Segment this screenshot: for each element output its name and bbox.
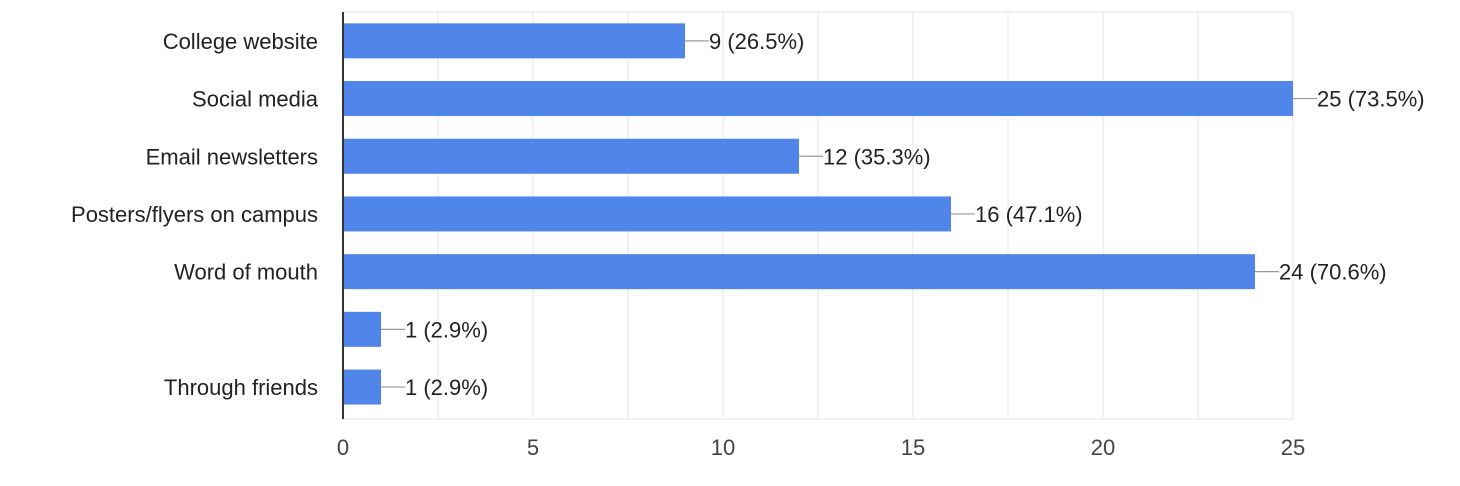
bar	[343, 254, 1255, 290]
bar	[343, 311, 381, 347]
x-tick-label: 20	[1091, 435, 1115, 460]
category-label: Email newsletters	[146, 144, 318, 169]
x-tick-label: 10	[711, 435, 735, 460]
data-label: 16 (47.1%)	[975, 202, 1083, 227]
bar	[343, 369, 381, 405]
labels: 9 (26.5%) College website 25 (73.5%) Social…	[71, 29, 1425, 460]
bar	[343, 196, 951, 232]
data-label: 9 (26.5%)	[709, 29, 804, 54]
bar	[343, 23, 685, 59]
bar	[343, 81, 1293, 117]
data-label: 1 (2.9%)	[405, 317, 488, 342]
x-tick-label: 15	[901, 435, 925, 460]
category-label: Social media	[192, 87, 319, 112]
x-tick-label: 25	[1281, 435, 1305, 460]
data-label-connectors	[381, 40, 1317, 388]
data-label: 24 (70.6%)	[1279, 260, 1387, 285]
data-label: 25 (73.5%)	[1317, 87, 1425, 112]
x-tick-label: 0	[337, 435, 349, 460]
bar	[343, 138, 799, 174]
category-label: Posters/flyers on campus	[71, 202, 318, 227]
category-label: College website	[163, 29, 318, 54]
category-label: Word of mouth	[174, 260, 318, 285]
bars	[343, 23, 1293, 405]
data-label: 1 (2.9%)	[405, 375, 488, 400]
data-label: 12 (35.3%)	[823, 144, 931, 169]
x-tick-label: 5	[527, 435, 539, 460]
category-label: Through friends	[164, 375, 318, 400]
